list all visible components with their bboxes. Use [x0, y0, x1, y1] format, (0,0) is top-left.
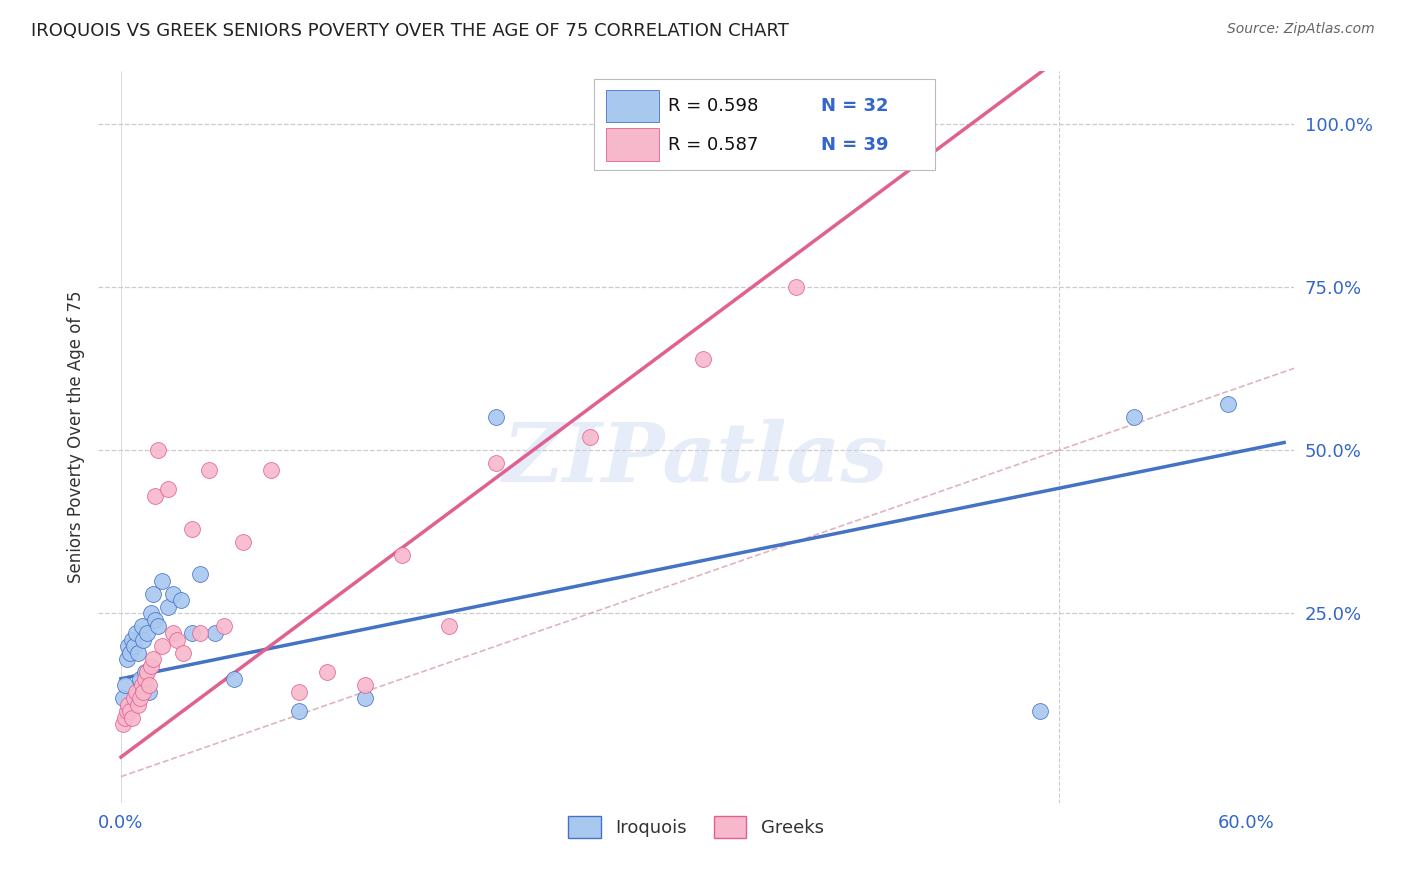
Point [142, 587, 165, 601]
Point [114, 678, 136, 692]
FancyBboxPatch shape [606, 128, 659, 161]
Point [162, 626, 184, 640]
Point [172, 646, 194, 660]
Y-axis label: Seniors Poverty Over the Age of 75: Seniors Poverty Over the Age of 75 [66, 291, 84, 583]
Point [122, 639, 145, 653]
FancyBboxPatch shape [595, 78, 935, 170]
Point [485, 456, 508, 470]
Point [139, 607, 162, 621]
Point [125, 626, 148, 640]
Point [143, 613, 166, 627]
Point [188, 626, 211, 640]
Point [391, 548, 413, 562]
Text: N = 32: N = 32 [821, 96, 889, 115]
Point [198, 463, 221, 477]
Point [143, 489, 166, 503]
Point [127, 698, 149, 712]
Point [138, 685, 160, 699]
Point [134, 672, 156, 686]
Point [132, 685, 155, 699]
Point [127, 646, 149, 660]
Point [439, 619, 461, 633]
Point [222, 672, 245, 686]
Point [212, 619, 235, 633]
Point [150, 639, 173, 653]
Point [125, 685, 148, 699]
Point [134, 665, 156, 680]
Point [131, 678, 153, 692]
Point [115, 705, 138, 719]
FancyBboxPatch shape [606, 89, 659, 122]
Point [692, 351, 714, 366]
Point [136, 626, 159, 640]
Point [132, 632, 155, 647]
Point [166, 632, 188, 647]
Point [288, 685, 311, 699]
Point [170, 593, 193, 607]
Point [128, 672, 150, 686]
Point [150, 574, 173, 588]
Point [232, 534, 254, 549]
Text: Source: ZipAtlas.com: Source: ZipAtlas.com [1227, 22, 1375, 37]
Point [139, 658, 162, 673]
Text: IROQUOIS VS GREEK SENIORS POVERTY OVER THE AGE OF 75 CORRELATION CHART: IROQUOIS VS GREEK SENIORS POVERTY OVER T… [31, 22, 789, 40]
Point [117, 698, 139, 712]
Point [162, 587, 184, 601]
Point [111, 717, 134, 731]
Point [156, 599, 179, 614]
Point [1029, 705, 1052, 719]
Point [579, 430, 602, 444]
Text: R = 0.587: R = 0.587 [668, 136, 759, 153]
Point [128, 691, 150, 706]
Point [136, 665, 159, 680]
Point [485, 410, 508, 425]
Point [138, 678, 160, 692]
Point [181, 521, 204, 535]
Point [316, 665, 339, 680]
Point [785, 280, 807, 294]
Point [1216, 397, 1239, 411]
Point [260, 463, 283, 477]
Point [122, 691, 145, 706]
Text: ZIPatlas: ZIPatlas [503, 419, 889, 499]
Text: N = 39: N = 39 [821, 136, 889, 153]
Point [353, 678, 375, 692]
Point [114, 711, 136, 725]
Point [181, 626, 204, 640]
Point [353, 691, 375, 706]
Point [120, 705, 142, 719]
Point [288, 705, 311, 719]
Point [111, 691, 134, 706]
Point [188, 567, 211, 582]
Point [115, 652, 138, 666]
Point [117, 639, 139, 653]
Point [148, 619, 170, 633]
Point [142, 652, 165, 666]
Point [121, 711, 143, 725]
Point [148, 443, 170, 458]
Legend: Iroquois, Greeks: Iroquois, Greeks [561, 808, 831, 845]
Point [1123, 410, 1146, 425]
Point [120, 646, 142, 660]
Point [121, 632, 143, 647]
Point [204, 626, 226, 640]
Text: R = 0.598: R = 0.598 [668, 96, 759, 115]
Point [131, 619, 153, 633]
Point [156, 483, 179, 497]
